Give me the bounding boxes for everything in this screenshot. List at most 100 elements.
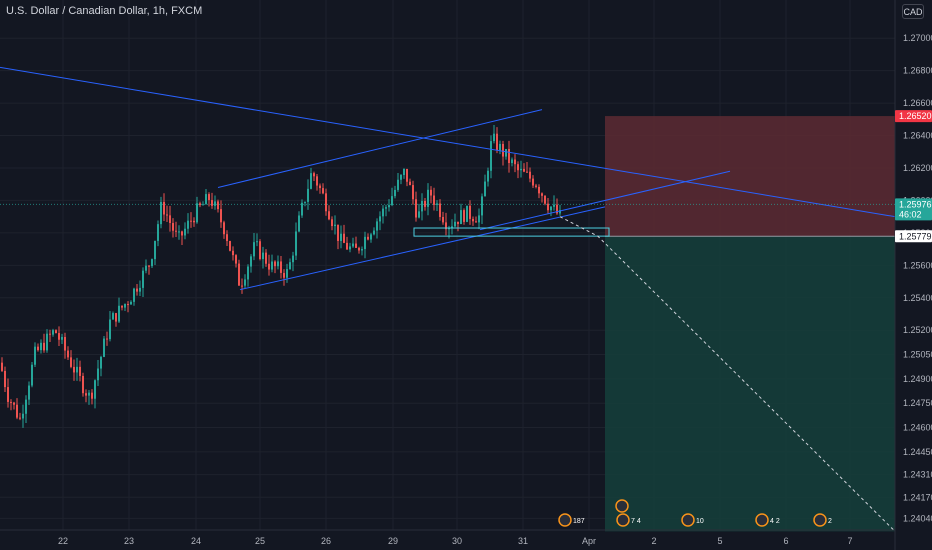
candle-body [283,272,285,278]
candle-body [499,143,501,151]
candle-body [493,133,495,142]
candle-body [364,236,366,250]
candle-body [88,392,90,396]
candle-body [100,356,102,369]
event-flag-icon [681,513,695,527]
candle-body [445,222,447,230]
entry-price-tag: 1.25779 [899,231,932,241]
stop-price-tag-bg [895,110,932,123]
candle-body [13,402,15,405]
candle-body [232,250,234,256]
candle-body [553,204,555,207]
price-tick-label: 1.24450 [903,447,932,457]
time-tick-label: 25 [255,536,265,546]
candle-body [208,194,210,201]
candle-body [430,189,432,196]
economic-events[interactable]: 187 7 4 10 4 2 2 [558,499,832,527]
candle-body [136,288,138,292]
candle-body [466,205,468,222]
candle-body [532,178,534,186]
event-label: 4 2 [770,518,780,525]
candle-body [307,188,309,202]
candle-body [538,186,540,194]
drawings[interactable] [0,66,896,532]
time-tick-label: Apr [582,536,596,546]
candle-body [112,313,114,320]
candle-body [448,228,450,230]
candle-body [379,216,381,222]
price-tick-label: 1.26600 [903,98,932,108]
candle-body [235,255,237,264]
candle-body [94,380,96,399]
candle-body [559,210,561,214]
currency-button[interactable]: CAD [902,4,924,19]
candle-body [151,259,153,267]
candle-body [421,200,423,212]
candle-body [277,261,279,267]
candle-body [520,168,522,171]
candle-body [79,366,81,376]
candle-body [160,201,162,225]
candle-body [256,241,258,243]
candle-body [547,203,549,211]
price-axis-bg [895,0,932,550]
candle-body [280,261,282,273]
candle-body [247,266,249,280]
candle-body [154,240,156,260]
candle-body [34,346,36,365]
candle-body [544,195,546,204]
candle-body [10,401,12,403]
candle-body [367,236,369,240]
candle-body [193,220,195,223]
candle-body [271,261,273,270]
candle-body [124,304,126,308]
event-label: 187 [573,518,585,525]
candle-body [169,215,171,224]
candle-body [391,196,393,206]
last-price-tag-bg [895,198,932,221]
price-axis[interactable]: 1.270001.268001.266001.264001.262001.260… [894,0,932,550]
candle-body [529,171,531,179]
candle-body [418,211,420,218]
candle-body [253,242,255,257]
price-tick-label: 1.25400 [903,293,932,303]
candle-body [118,305,120,322]
candle-body [142,270,144,288]
time-tick-label: 26 [321,536,331,546]
candle-body [352,243,354,247]
time-axis[interactable]: 22 23 24 25 26 29 30 31 Apr 2 5 6 7 [0,529,895,546]
entry-price-tag-bg [895,230,932,243]
candle-body [508,148,510,164]
candle-body [70,357,72,367]
candle-body [484,181,486,197]
price-tick-label: 1.24600 [903,423,932,433]
candle-body [298,215,300,232]
candle-body [175,230,177,232]
event-label: 2 [828,518,832,525]
event-flag-icon [616,513,630,527]
candle-body [439,203,441,217]
candle-body [148,265,150,267]
candle-body [304,201,306,203]
price-tick-label: 1.26400 [903,131,932,141]
candle-body [310,173,312,189]
candle-body [268,263,270,270]
candle-body [127,304,129,306]
candle-body [226,234,228,242]
candle-body [133,288,135,302]
candle-body [7,387,9,402]
candle-body [61,337,63,340]
candle-body [361,249,363,251]
candle-body [166,214,168,216]
event-flag-icon [755,513,769,527]
chart-title: U.S. Dollar / Canadian Dollar, 1h, FXCM [6,5,203,17]
price-tick-label: 1.25050 [903,350,932,360]
candle-body [145,265,147,271]
position-zones[interactable] [605,116,895,532]
event-label: 7 4 [631,518,641,525]
candle-body [217,201,219,210]
candle-body [58,333,60,340]
candle-body [301,202,303,216]
candle-body [406,168,408,182]
